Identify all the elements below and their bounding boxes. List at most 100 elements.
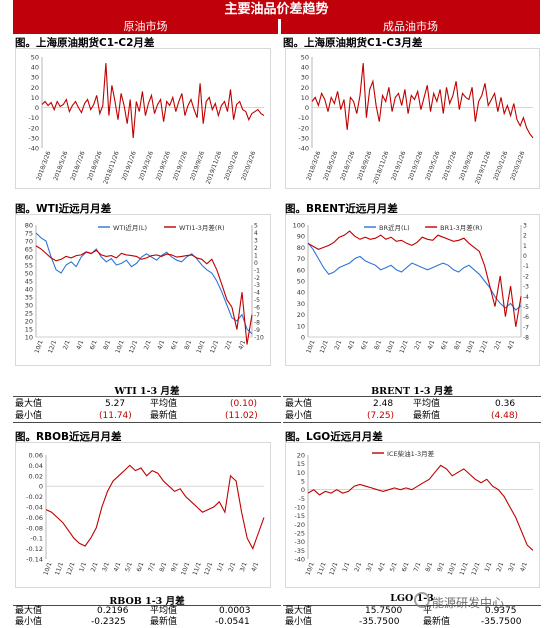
y-tick-label: 20 <box>297 311 305 319</box>
chart-lgo-panel: -40 -35 -30 -25 -20 -15 -10 -5 0 5 10 15 20 10/1 11/1 1… <box>285 442 540 588</box>
x-tick-label: 12/1 <box>209 339 220 354</box>
divider <box>283 605 541 606</box>
divider <box>13 605 281 606</box>
x-tick-label: 12/1 <box>128 339 139 354</box>
series-line-1 <box>45 464 265 550</box>
x-tick-label: 2019/7/26 <box>172 150 189 181</box>
y-tick-label: 20 <box>297 452 305 460</box>
y-tick-label: 15 <box>25 326 33 334</box>
x-tick-label: 2/1 <box>143 339 153 351</box>
y-tick-label: -0.04 <box>26 504 43 512</box>
divider <box>283 396 541 397</box>
legend-label: BR近月(L) <box>379 223 410 232</box>
stats-lgo-row1: 最大值 15.7500 平 0.9375 <box>285 605 541 617</box>
x-tick-label: 2/1 <box>90 561 100 573</box>
y-tick-label: 25 <box>25 310 33 318</box>
chart-brent-panel: 0 10 20 30 40 50 60 70 80 90 100 -8 -7 -6 -5 -4 -3 -2 -1 0 1… <box>285 214 540 366</box>
divider <box>283 422 541 423</box>
x-tick-label: 2/1 <box>224 339 234 351</box>
series-line-1 <box>311 63 534 139</box>
stat-label: 平均值 <box>413 399 441 409</box>
stat-label: 最大值 <box>15 606 43 616</box>
x-tick-label: 9/1 <box>170 561 180 573</box>
y-tick-label: -40 <box>298 145 309 153</box>
x-tick-label: 4/1 <box>506 339 516 351</box>
y2-tick-label: 2 <box>254 245 258 252</box>
y2-tick-label: -5 <box>254 297 260 304</box>
x-tick-label: 12/1 <box>478 339 489 354</box>
x-tick-label: 2/1 <box>333 339 343 351</box>
x-tick-label: 7/1 <box>412 561 422 573</box>
x-tick-label: 4/1 <box>347 339 357 351</box>
x-tick-label: 2018/7/26 <box>339 150 356 181</box>
stat-value: -0.0541 <box>215 617 250 627</box>
y2-tick-label: -7 <box>254 312 260 319</box>
x-tick-label: 1/1 <box>484 561 494 573</box>
chart-gas: -40 -30 -20 -10 0 10 20 30 40 50 2018/3/26 2018/5/2… <box>298 54 534 185</box>
x-tick-label: 10/1 <box>33 339 44 354</box>
chart-sc-panel: -40 -30 -20 -10 0 10 20 30 40 50 2018/3/26 2018/5/2… <box>15 48 271 189</box>
y-tick-label: 65 <box>25 246 33 254</box>
chart-brent: 0102030405060708090100-8-7-6-5-4-3-2-101… <box>293 222 530 355</box>
y-tick-label: 70 <box>25 238 33 246</box>
stat-value: -35.7500 <box>359 617 400 627</box>
y-tick-label: -30 <box>294 538 305 546</box>
y2-tick-label: -8 <box>523 335 529 342</box>
y-tick-label: -15 <box>294 512 305 520</box>
watermark-logo-icon <box>414 592 430 608</box>
y-tick-label: -0.08 <box>26 524 43 532</box>
x-tick-label: 10/1 <box>114 339 125 354</box>
chart-wti-panel: 10 15 20 25 30 35 40 45 50 55 60 65 70 75 80 -10 -9 -8 -7-… <box>15 214 271 366</box>
stat-label: 最新值 <box>150 411 178 421</box>
x-tick-label: 2019/3/26 <box>407 150 424 181</box>
y2-tick-label: -3 <box>254 282 260 289</box>
y-tick-label: 50 <box>297 278 305 286</box>
y2-tick-label: 1 <box>254 252 258 259</box>
section-products-header: 成品油市场 <box>281 19 540 34</box>
section-crude-header: 原油市场 <box>13 19 278 34</box>
y2-tick-label: -2 <box>254 275 260 282</box>
stat-value: 2.48 <box>373 399 394 409</box>
fig-title-lgo: 图。LGO近远月月差 <box>285 431 383 443</box>
x-tick-label: 4/1 <box>113 561 123 573</box>
y2-tick-label: 3 <box>254 237 258 244</box>
y-tick-label: 40 <box>297 289 305 297</box>
y2-tick-label: -4 <box>523 294 529 301</box>
x-tick-label: 6/1 <box>170 339 180 351</box>
stats-wti-title: WTI 1-3 月差 <box>114 386 180 397</box>
stats-brent-row2: 最小值 (7.25) 最新值 (4.48) <box>285 410 541 422</box>
stat-value: 0.2196 <box>97 606 129 616</box>
fig-title-sc: 图。上海原油期货C1-C2月差 <box>15 37 155 49</box>
y-tick-label: 0 <box>301 334 305 342</box>
x-tick-label: 11/1 <box>459 561 470 576</box>
stats-lgo-row2: 最小值 -35.7500 最新值 -35.7500 <box>285 616 541 628</box>
y2-tick-label: -2 <box>523 273 529 280</box>
x-tick-label: 1/1 <box>78 561 88 573</box>
y-tick-label: -20 <box>294 521 305 529</box>
y-tick-label: -5 <box>299 495 305 503</box>
stat-value: 0.0003 <box>219 606 251 616</box>
x-tick-label: 12/1 <box>319 339 330 354</box>
y-tick-label: 90 <box>297 233 305 241</box>
stats-rbob-row2: 最小值 -0.2325 最新值 -0.0541 <box>15 616 281 628</box>
x-tick-label: 2019/1/26 <box>390 150 407 181</box>
y-tick-label: 0 <box>39 483 43 491</box>
x-tick-label: 8/1 <box>424 561 434 573</box>
x-tick-label: 6/1 <box>360 339 370 351</box>
stat-value: (4.48) <box>491 411 519 421</box>
y-tick-label: 80 <box>25 222 33 230</box>
x-tick-label: 10/1 <box>465 339 476 354</box>
y2-tick-label: -6 <box>523 314 529 321</box>
x-tick-label: 3/1 <box>365 561 375 573</box>
y-tick-label: 15 <box>297 460 305 468</box>
x-tick-label: 2018/9/26 <box>356 150 373 181</box>
x-tick-label: 2/1 <box>227 561 237 573</box>
x-tick-label: 11/1 <box>316 561 327 576</box>
x-tick-label: 2020/3/26 <box>509 150 526 181</box>
y2-tick-label: -5 <box>523 304 529 311</box>
x-tick-label: 12/1 <box>65 561 76 576</box>
x-tick-label: 2/1 <box>353 561 363 573</box>
y-tick-label: 50 <box>31 54 39 62</box>
y2-tick-label: -9 <box>254 327 260 334</box>
